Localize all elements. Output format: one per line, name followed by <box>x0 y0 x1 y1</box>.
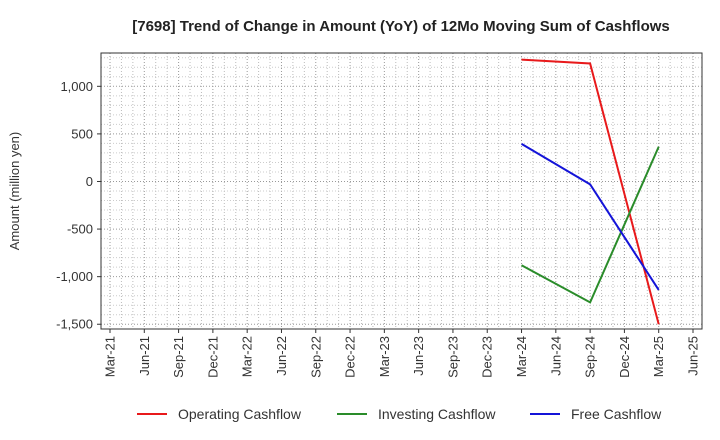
x-tick-label: Mar-24 <box>514 336 529 377</box>
y-axis: 1,000 500 0 -500 -1,000 -1,500 <box>56 79 101 332</box>
legend-label: Investing Cashflow <box>378 406 496 422</box>
x-tick-label: Dec-21 <box>205 336 220 378</box>
x-tick-label: Mar-25 <box>651 336 666 377</box>
grid-lines <box>101 53 702 329</box>
x-tick-label: Sep-23 <box>445 336 460 378</box>
x-tick-label: Jun-25 <box>686 336 701 376</box>
x-tick-label: Mar-22 <box>240 336 255 377</box>
x-tick-label: Sep-22 <box>308 336 323 378</box>
legend-label: Free Cashflow <box>571 406 662 422</box>
x-tick-label: Mar-23 <box>377 336 392 377</box>
x-tick-label: Dec-24 <box>617 336 632 378</box>
x-axis: Mar-21 Jun-21 Sep-21 Dec-21 Mar-22 Jun-22 Sep-… <box>103 329 701 378</box>
x-tick-label: Jun-21 <box>137 336 152 376</box>
x-tick-label: Sep-21 <box>171 336 186 378</box>
y-tick-label: 1,000 <box>60 79 93 94</box>
series-line-free-cashflow <box>521 143 660 291</box>
x-tick-label: Jun-22 <box>274 336 289 376</box>
y-tick-label: -500 <box>67 222 93 237</box>
plot-area-frame <box>100 52 703 330</box>
series-line-investing-cashflow <box>521 146 660 304</box>
x-tick-label: Dec-23 <box>480 336 495 378</box>
y-tick-label: -1,500 <box>56 317 93 332</box>
x-tick-label: Dec-22 <box>343 336 358 378</box>
x-tick-label: Sep-24 <box>583 336 598 378</box>
y-axis-label: Amount (million yen) <box>7 132 22 251</box>
series-line-operating-cashflow <box>521 58 660 325</box>
chart-title: [7698] Trend of Change in Amount (YoY) o… <box>132 18 670 35</box>
y-tick-label: -1,000 <box>56 269 93 284</box>
x-tick-label: Jun-23 <box>411 336 426 376</box>
series-lines <box>521 58 660 325</box>
x-tick-label: Mar-21 <box>103 336 118 377</box>
y-tick-label: 0 <box>86 174 93 189</box>
legend-label: Operating Cashflow <box>178 406 302 422</box>
legend: Operating Cashflow Investing Cashflow Free… <box>137 406 662 422</box>
x-tick-label: Jun-24 <box>548 336 563 376</box>
y-tick-label: 500 <box>71 126 93 141</box>
